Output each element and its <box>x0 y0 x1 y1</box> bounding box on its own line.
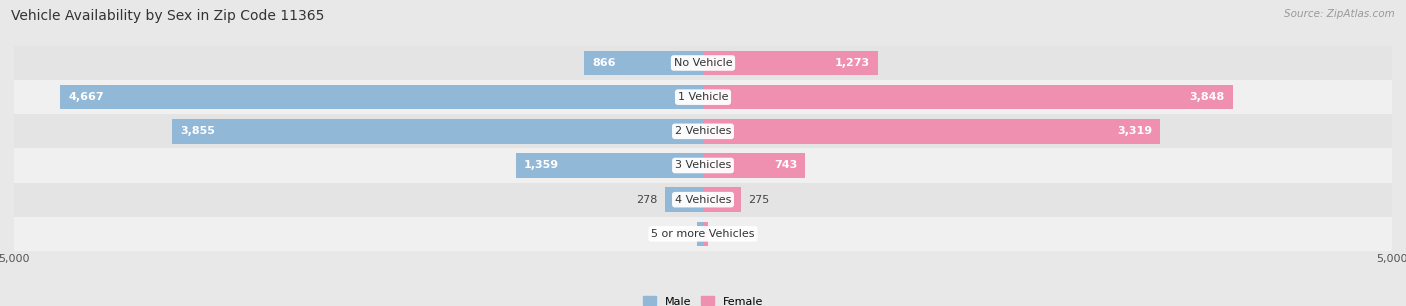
Bar <box>14 183 1392 217</box>
Text: 5 or more Vehicles: 5 or more Vehicles <box>651 229 755 239</box>
Bar <box>703 222 707 246</box>
Text: 34: 34 <box>714 229 728 239</box>
Text: Source: ZipAtlas.com: Source: ZipAtlas.com <box>1284 9 1395 19</box>
Text: 2 Vehicles: 2 Vehicles <box>675 126 731 136</box>
Text: 4 Vehicles: 4 Vehicles <box>675 195 731 205</box>
Bar <box>703 51 879 75</box>
Text: 45: 45 <box>676 229 690 239</box>
Bar <box>516 153 703 178</box>
Bar <box>665 187 703 212</box>
Bar <box>697 222 703 246</box>
Text: 866: 866 <box>592 58 616 68</box>
Text: 3,848: 3,848 <box>1189 92 1225 102</box>
Text: 1,359: 1,359 <box>524 160 560 170</box>
Text: 1 Vehicle: 1 Vehicle <box>678 92 728 102</box>
Bar <box>703 153 806 178</box>
Bar <box>703 85 1233 110</box>
Text: No Vehicle: No Vehicle <box>673 58 733 68</box>
Text: 3,855: 3,855 <box>180 126 215 136</box>
Bar <box>14 80 1392 114</box>
Text: 278: 278 <box>637 195 658 205</box>
Bar <box>60 85 703 110</box>
Bar <box>14 46 1392 80</box>
Text: 275: 275 <box>748 195 769 205</box>
Bar <box>14 148 1392 183</box>
Text: Vehicle Availability by Sex in Zip Code 11365: Vehicle Availability by Sex in Zip Code … <box>11 9 325 23</box>
Bar <box>703 187 741 212</box>
Bar <box>14 114 1392 148</box>
Legend: Male, Female: Male, Female <box>638 292 768 306</box>
Text: 3,319: 3,319 <box>1116 126 1152 136</box>
Text: 4,667: 4,667 <box>69 92 104 102</box>
Text: 743: 743 <box>773 160 797 170</box>
Bar <box>172 119 703 144</box>
Text: 3 Vehicles: 3 Vehicles <box>675 160 731 170</box>
Text: 1,273: 1,273 <box>835 58 870 68</box>
Bar <box>14 217 1392 251</box>
Bar <box>703 119 1160 144</box>
Bar <box>583 51 703 75</box>
